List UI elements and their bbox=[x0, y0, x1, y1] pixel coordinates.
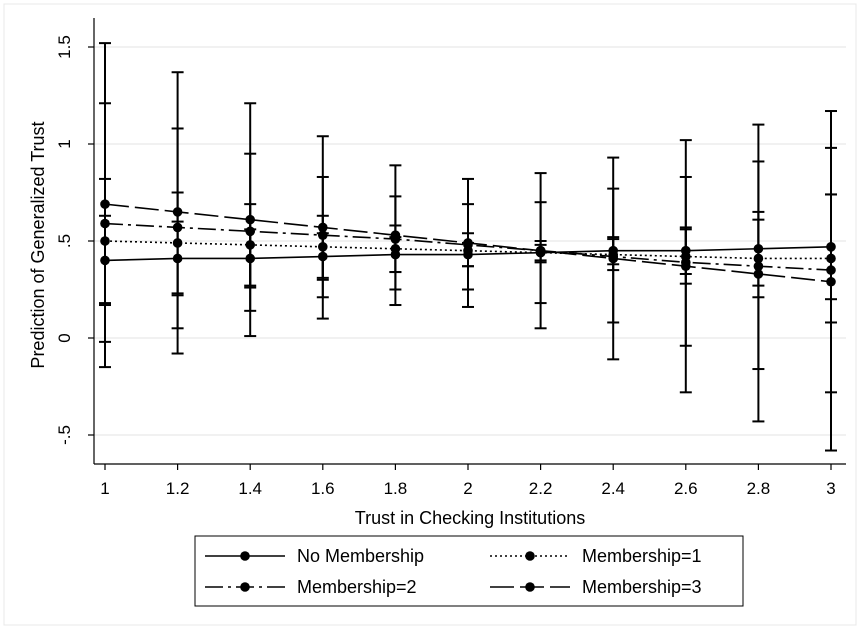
legend-swatch-marker bbox=[525, 551, 535, 561]
data-point bbox=[245, 253, 255, 264]
x-tick-label: 2 bbox=[463, 479, 472, 498]
data-point bbox=[826, 242, 836, 252]
y-axis-title: Prediction of Generalized Trust bbox=[28, 121, 48, 368]
data-point bbox=[172, 222, 183, 233]
data-point bbox=[535, 245, 546, 256]
x-tick-label: 1.8 bbox=[384, 479, 408, 498]
ticks: -.5 0 .5 1 1.5 1 1.2 1.4 1.6 1.8 2 2.2 2.4 2.6 2.8 3 bbox=[55, 35, 836, 498]
series-line-3 bbox=[104, 222, 832, 271]
x-tick-label: 1.6 bbox=[311, 479, 335, 498]
data-point bbox=[318, 251, 328, 262]
legend-item: Membership=1 bbox=[490, 546, 702, 566]
x-tick-label: 2.2 bbox=[529, 479, 553, 498]
data-point bbox=[681, 261, 691, 272]
legend-swatch-marker bbox=[525, 582, 535, 592]
series-line-2 bbox=[104, 240, 831, 260]
data-point bbox=[826, 276, 836, 287]
legend-item: Membership=2 bbox=[205, 577, 417, 597]
x-tick-label: 1.4 bbox=[238, 479, 262, 498]
x-tick-label: 3 bbox=[826, 479, 835, 498]
data-point bbox=[172, 207, 183, 217]
data-point bbox=[172, 238, 183, 248]
legend-label: Membership=1 bbox=[582, 546, 702, 566]
y-tick-label: 0 bbox=[55, 333, 74, 342]
data-point bbox=[390, 230, 401, 240]
series-points bbox=[100, 199, 836, 287]
data-point bbox=[172, 253, 183, 264]
legend-label: Membership=3 bbox=[582, 577, 702, 597]
legend-box bbox=[194, 535, 744, 607]
legend-item: Membership=3 bbox=[490, 577, 702, 597]
legend-label: Membership=2 bbox=[297, 577, 417, 597]
y-tick-label: -.5 bbox=[55, 425, 74, 445]
data-point bbox=[100, 218, 110, 229]
data-point bbox=[753, 253, 764, 264]
data-point bbox=[608, 253, 618, 264]
data-point bbox=[318, 222, 328, 233]
data-point bbox=[100, 236, 110, 246]
data-point bbox=[826, 265, 836, 275]
outer-frame bbox=[3, 3, 857, 626]
data-point bbox=[753, 269, 764, 279]
data-point bbox=[390, 243, 401, 254]
data-point bbox=[463, 238, 473, 248]
x-tick-label: 2.4 bbox=[601, 479, 625, 498]
y-tick-label: 1 bbox=[55, 139, 74, 148]
data-point bbox=[245, 226, 255, 237]
legend: No Membership Membership=1 Membership=2 Mem… bbox=[194, 535, 744, 607]
data-point bbox=[245, 240, 255, 250]
data-point bbox=[100, 255, 110, 266]
x-axis-title: Trust in Checking Institutions bbox=[355, 508, 585, 528]
y-tick-label: .5 bbox=[55, 234, 74, 248]
y-tick-label: 1.5 bbox=[55, 35, 74, 59]
data-point bbox=[100, 199, 110, 209]
data-point bbox=[318, 242, 328, 252]
x-tick-label: 2.6 bbox=[674, 479, 698, 498]
gridlines bbox=[94, 46, 846, 436]
data-point bbox=[826, 253, 836, 264]
data-point bbox=[753, 243, 764, 254]
legend-label: No Membership bbox=[297, 546, 424, 566]
data-point bbox=[318, 230, 328, 240]
x-tick-label: 1 bbox=[100, 479, 109, 498]
data-point bbox=[753, 261, 764, 272]
data-point bbox=[245, 214, 255, 225]
legend-item: No Membership bbox=[205, 546, 424, 566]
x-tick-label: 1.2 bbox=[166, 479, 190, 498]
legend-swatch-marker bbox=[240, 551, 250, 561]
legend-swatch-marker bbox=[240, 582, 250, 592]
x-tick-label: 2.8 bbox=[747, 479, 771, 498]
